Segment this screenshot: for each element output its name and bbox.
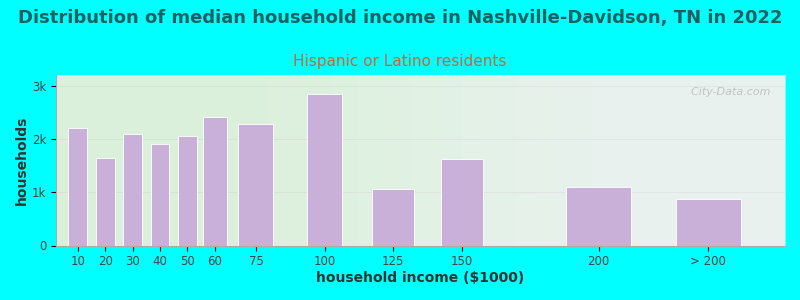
Bar (441, 159, 482, 245)
X-axis label: household income ($1000): household income ($1000) (316, 271, 525, 285)
Bar (441, 159, 482, 245)
Bar (238, 124, 274, 245)
Bar (372, 189, 414, 245)
Bar (150, 144, 170, 245)
Bar (123, 134, 142, 245)
Bar (203, 117, 226, 245)
Bar (203, 117, 226, 245)
Bar (123, 134, 142, 245)
Bar (566, 187, 631, 245)
Y-axis label: households: households (15, 116, 29, 205)
Bar (69, 128, 87, 245)
Text: Hispanic or Latino residents: Hispanic or Latino residents (294, 54, 506, 69)
Bar (307, 94, 342, 245)
Bar (96, 158, 114, 245)
Text: Distribution of median household income in Nashville-Davidson, TN in 2022: Distribution of median household income … (18, 9, 782, 27)
Bar (566, 187, 631, 245)
Bar (178, 136, 197, 245)
Bar (676, 199, 741, 245)
Bar (676, 199, 741, 245)
Bar (150, 144, 170, 245)
Bar (69, 128, 87, 245)
Text: City-Data.com: City-Data.com (684, 87, 770, 97)
Bar (178, 136, 197, 245)
Bar (238, 124, 274, 245)
Bar (307, 94, 342, 245)
Bar (96, 158, 114, 245)
Bar (372, 189, 414, 245)
